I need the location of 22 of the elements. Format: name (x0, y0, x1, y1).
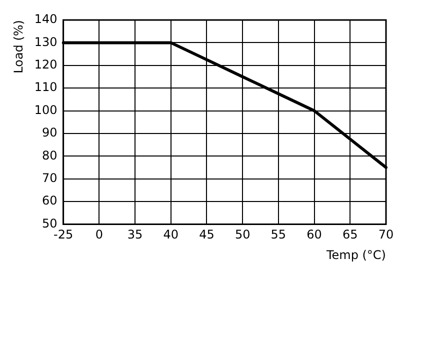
y-tick-label: 50 (42, 216, 58, 230)
y-tick-label: 140 (34, 12, 58, 26)
y-tick-label: 100 (34, 102, 58, 117)
y-tick-label: 80 (42, 148, 58, 162)
x-axis-title: Temp (°C) (325, 248, 386, 262)
y-tick-label: 60 (42, 194, 58, 208)
x-tick-label: 70 (378, 228, 394, 242)
x-tick-label: 50 (234, 228, 250, 242)
y-tick-label: 110 (34, 80, 58, 94)
y-tick-label: 120 (34, 58, 58, 72)
x-tick-label: 0 (95, 228, 103, 242)
y-axis-title: Load (%) (11, 20, 26, 74)
x-tick-label: 65 (342, 228, 358, 242)
y-tick-label: 130 (34, 34, 58, 49)
x-tick-label: 60 (306, 228, 322, 242)
x-tick-label: 55 (270, 228, 286, 242)
y-tick-label: 70 (42, 170, 58, 185)
y-tick-label: 90 (42, 126, 58, 140)
x-tick-label: 40 (163, 228, 179, 242)
x-tick-label: 35 (127, 228, 143, 242)
x-tick-label: -25 (54, 228, 74, 242)
x-tick-label: 45 (199, 228, 214, 242)
